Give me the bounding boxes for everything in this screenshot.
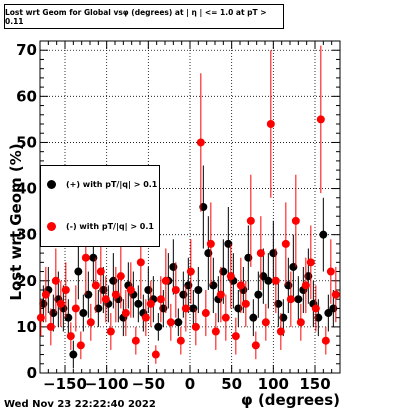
data-point-neg xyxy=(241,299,250,308)
data-point-neg xyxy=(321,336,330,345)
legend-marker-pos xyxy=(47,180,56,189)
legend-entry-pos: (+) with pT/|q| > 0.1 xyxy=(47,180,157,189)
data-point-neg xyxy=(106,327,115,336)
data-point-neg xyxy=(91,281,100,290)
data-point-neg xyxy=(151,350,160,359)
data-point-neg xyxy=(251,341,260,350)
x-tick-label: −50 xyxy=(132,375,165,393)
chart-title-box: Lost wrt Geom for Global vsφ (degrees) a… xyxy=(4,4,284,29)
data-point-neg xyxy=(161,276,170,285)
data-point-neg xyxy=(126,286,135,294)
data-point-neg xyxy=(246,216,255,225)
data-point-pos xyxy=(74,267,83,276)
data-point-neg xyxy=(311,304,320,313)
data-point-neg xyxy=(131,336,140,345)
data-point-pos xyxy=(194,286,203,294)
y-tick-label: 40 xyxy=(16,180,37,198)
data-point-pos xyxy=(319,230,328,239)
data-point-neg xyxy=(71,304,80,313)
data-point-neg xyxy=(216,290,225,299)
x-tick-label: −150 xyxy=(43,375,87,393)
data-point-neg xyxy=(96,267,105,276)
data-point-neg xyxy=(156,295,165,304)
data-point-neg xyxy=(256,249,265,258)
data-point-neg xyxy=(201,309,210,318)
x-tick-label: 100 xyxy=(258,375,289,393)
x-tick-label: 150 xyxy=(299,375,330,393)
data-point-neg xyxy=(271,276,280,285)
data-point-neg xyxy=(176,336,185,345)
data-point-neg xyxy=(296,318,305,327)
legend-entry-neg: (-) with pT/|q| > 0.1 xyxy=(47,222,154,231)
x-tick-label: 0 xyxy=(185,375,195,393)
y-tick-label: 0 xyxy=(27,364,37,382)
data-point-pos xyxy=(249,313,258,322)
data-point-neg xyxy=(86,318,95,327)
y-tick-label: 70 xyxy=(16,41,37,59)
data-point-neg xyxy=(66,332,75,341)
data-point-neg xyxy=(326,267,335,276)
chart-title: Lost wrt Geom for Global vsφ (degrees) a… xyxy=(5,7,267,26)
data-point-neg xyxy=(121,309,130,318)
data-point-neg xyxy=(61,286,70,294)
data-point-pos xyxy=(174,318,183,327)
data-point-neg xyxy=(166,318,175,327)
data-point-neg xyxy=(291,216,300,225)
data-point-neg xyxy=(186,267,195,276)
legend-marker-neg xyxy=(47,222,56,231)
legend-label-pos: (+) with pT/|q| > 0.1 xyxy=(66,180,158,189)
data-point-neg xyxy=(51,276,60,285)
data-point-neg xyxy=(286,295,295,304)
legend: (+) with pT/|q| > 0.1 (-) with pT/|q| > … xyxy=(40,165,160,247)
y-tick-label: 20 xyxy=(16,272,37,290)
data-point-neg xyxy=(146,299,155,308)
data-point-neg xyxy=(236,281,245,290)
data-point-pos xyxy=(264,276,273,285)
data-point-neg xyxy=(81,253,90,262)
data-point-neg xyxy=(316,115,325,124)
data-point-neg xyxy=(171,286,180,294)
data-point-neg xyxy=(221,313,230,322)
data-point-neg xyxy=(111,290,120,299)
data-point-pos xyxy=(134,299,143,308)
y-tick-label: 60 xyxy=(16,87,37,105)
data-point-pos xyxy=(79,309,88,318)
data-point-neg xyxy=(266,120,275,128)
y-tick-label: 50 xyxy=(16,133,37,151)
y-tick-label: 30 xyxy=(16,226,37,244)
data-point-neg xyxy=(206,239,215,248)
data-point-neg xyxy=(301,281,310,290)
data-point-neg xyxy=(211,327,220,336)
legend-label-neg: (-) with pT/|q| > 0.1 xyxy=(66,222,154,231)
data-point-neg xyxy=(191,322,200,331)
footer-timestamp: Wed Nov 23 22:22:40 2022 xyxy=(4,399,156,410)
data-point-neg xyxy=(231,332,240,341)
data-point-neg xyxy=(331,290,340,299)
data-point-neg xyxy=(276,327,285,336)
x-tick-label: −100 xyxy=(85,375,129,393)
data-point-neg xyxy=(281,239,290,248)
data-point-neg xyxy=(141,313,150,322)
y-axis-title: Lost wrt Geom (%) xyxy=(7,143,25,300)
data-point-neg xyxy=(36,313,45,322)
data-point-neg xyxy=(56,299,65,308)
x-tick-label: 50 xyxy=(221,375,242,393)
data-point-pos xyxy=(294,295,303,304)
data-point-neg xyxy=(101,295,110,304)
x-axis-title: φ (degrees) xyxy=(241,391,340,409)
data-point-neg xyxy=(196,138,205,147)
y-tick-label: 10 xyxy=(16,318,37,336)
data-point-neg xyxy=(76,341,85,350)
data-point-neg xyxy=(261,318,270,327)
data-point-neg xyxy=(136,258,145,267)
data-point-neg xyxy=(181,304,190,313)
data-point-neg xyxy=(306,258,315,267)
data-point-neg xyxy=(116,272,125,281)
data-point-neg xyxy=(41,290,50,299)
data-point-neg xyxy=(46,322,55,331)
data-point-neg xyxy=(226,272,235,281)
data-point-pos xyxy=(69,350,78,359)
data-point-pos xyxy=(154,322,163,331)
data-point-pos xyxy=(254,290,263,299)
